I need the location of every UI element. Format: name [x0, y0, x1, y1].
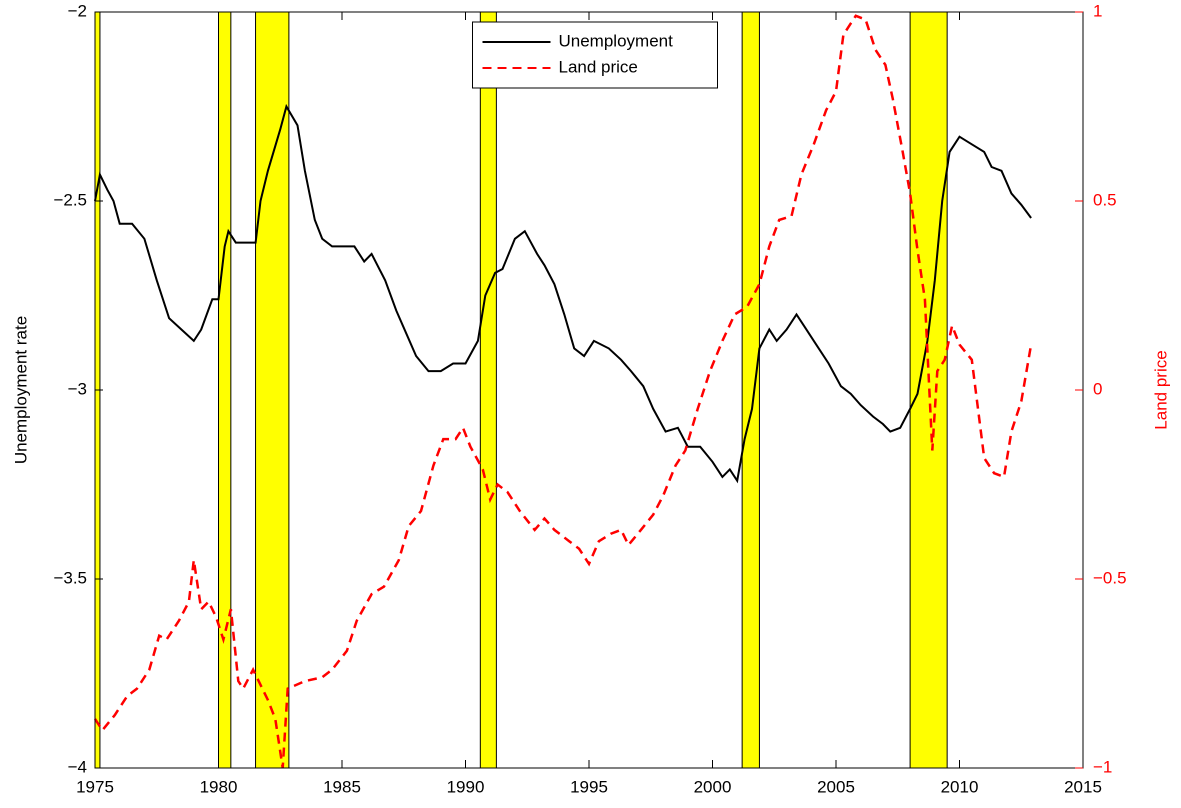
x-tick-label: 1985 [323, 777, 361, 796]
series-line [94, 103, 1032, 484]
y-tick-label: −2 [68, 1, 87, 20]
x-tick-label: 2015 [1064, 777, 1102, 796]
x-tick-label: 1990 [447, 777, 485, 796]
x-tick-label: 1995 [570, 777, 608, 796]
shaded-region [741, 11, 760, 769]
x-tick-label: 2010 [941, 777, 979, 796]
y-tick-label: −3.5 [53, 568, 87, 587]
y2-tick-label: 1 [1093, 1, 1102, 20]
y2-axis-label: Land price [1151, 350, 1170, 429]
series-line [93, 14, 1033, 769]
x-tick-label: 1980 [200, 777, 238, 796]
shaded-region [255, 11, 290, 769]
y-axis-label: Unemployment rate [11, 316, 30, 464]
legend-label: Land price [559, 57, 638, 76]
y-tick-label: −4 [68, 757, 87, 776]
legend-box [472, 21, 718, 89]
x-tick-label: 2005 [817, 777, 855, 796]
y2-tick-label: 0 [1093, 379, 1102, 398]
y-tick-label: −3 [68, 379, 87, 398]
x-tick-label: 2000 [694, 777, 732, 796]
y2-tick-label: 0.5 [1093, 190, 1117, 209]
x-tick-label: 1975 [76, 777, 114, 796]
shaded-region [218, 11, 232, 769]
y2-tick-label: −0.5 [1093, 568, 1127, 587]
legend-label: Unemployment [559, 31, 674, 50]
y2-tick-label: −1 [1093, 757, 1112, 776]
y-tick-label: −2.5 [53, 190, 87, 209]
shaded-region [479, 11, 497, 769]
